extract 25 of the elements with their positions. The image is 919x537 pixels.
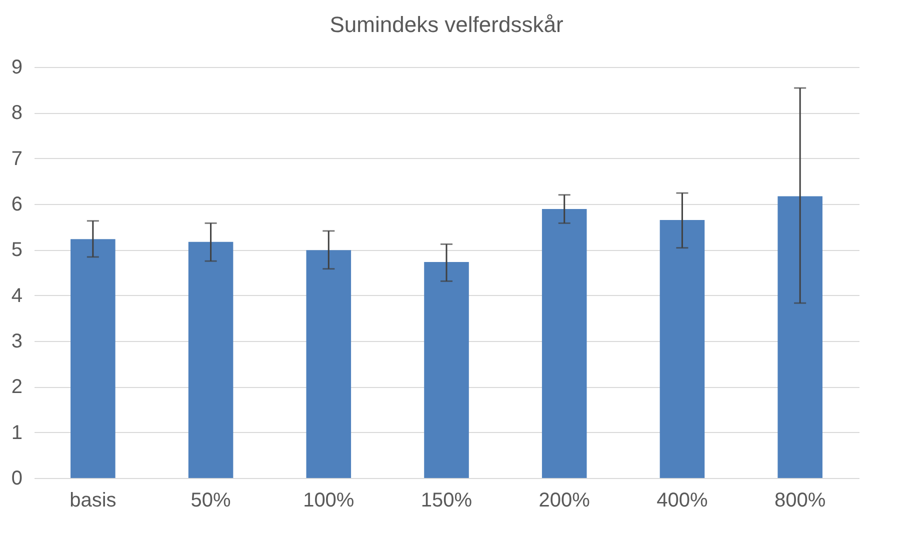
y-tick-label: 2 <box>11 376 22 398</box>
x-tick-label: 50% <box>190 490 232 512</box>
bar <box>778 196 822 478</box>
bar <box>306 250 352 478</box>
x-tick-label: basis <box>70 490 116 512</box>
y-tick-label: 6 <box>11 194 22 216</box>
y-tick-label: 0 <box>11 468 22 490</box>
bar <box>424 262 469 478</box>
y-tick-label: 1 <box>11 422 22 444</box>
bar <box>70 239 116 478</box>
y-tick-label: 7 <box>11 148 22 170</box>
y-tick-label: 8 <box>11 102 22 124</box>
y-tick-label: 4 <box>11 284 22 307</box>
y-tick-label: 3 <box>11 330 22 352</box>
x-tick-label: 200% <box>538 490 590 512</box>
y-tick-label: 5 <box>11 239 22 262</box>
bar <box>188 242 234 478</box>
y-tick-label: 9 <box>11 56 22 78</box>
bar <box>542 209 587 478</box>
x-tick-label: 100% <box>303 490 354 512</box>
x-tick-label: 150% <box>420 490 472 512</box>
x-tick-label: 400% <box>656 490 708 512</box>
x-tick-label: 800% <box>774 490 826 512</box>
chart-title: Sumindeks velferdsskår <box>330 12 564 37</box>
bar <box>660 220 705 478</box>
